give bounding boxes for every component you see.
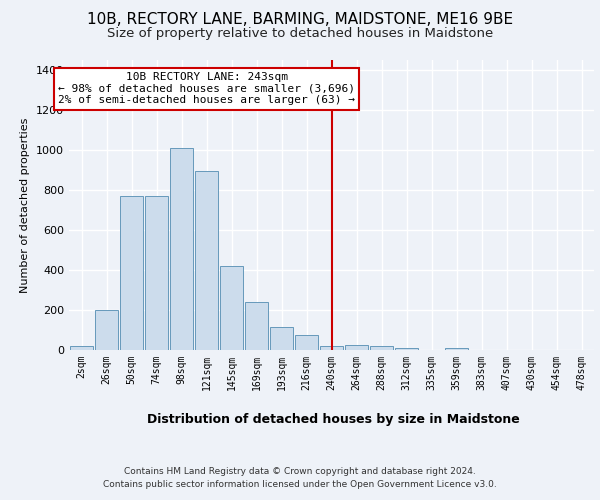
Bar — [194, 171, 218, 350]
Bar — [269, 327, 293, 350]
Bar — [295, 335, 319, 350]
Bar — [344, 345, 368, 350]
Bar — [320, 346, 343, 350]
Y-axis label: Number of detached properties: Number of detached properties — [20, 118, 31, 292]
Text: Contains HM Land Registry data © Crown copyright and database right 2024.: Contains HM Land Registry data © Crown c… — [124, 468, 476, 476]
Bar — [245, 302, 268, 350]
Bar — [220, 266, 244, 350]
Bar — [170, 148, 193, 350]
Text: Contains public sector information licensed under the Open Government Licence v3: Contains public sector information licen… — [103, 480, 497, 489]
Bar — [445, 348, 469, 350]
Bar — [95, 310, 118, 350]
Bar — [70, 346, 94, 350]
Bar — [370, 346, 394, 350]
Bar — [119, 196, 143, 350]
Bar — [395, 348, 418, 350]
Text: 10B, RECTORY LANE, BARMING, MAIDSTONE, ME16 9BE: 10B, RECTORY LANE, BARMING, MAIDSTONE, M… — [87, 12, 513, 28]
Text: 10B RECTORY LANE: 243sqm
← 98% of detached houses are smaller (3,696)
2% of semi: 10B RECTORY LANE: 243sqm ← 98% of detach… — [58, 72, 355, 105]
Text: Distribution of detached houses by size in Maidstone: Distribution of detached houses by size … — [146, 412, 520, 426]
Text: Size of property relative to detached houses in Maidstone: Size of property relative to detached ho… — [107, 28, 493, 40]
Bar — [145, 196, 169, 350]
